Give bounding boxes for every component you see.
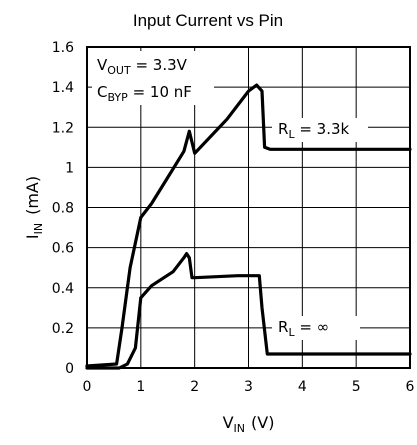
y-tick-label: 1.6 <box>52 40 74 56</box>
x-tick-label: 0 <box>83 379 92 395</box>
y-tick-label: 0 <box>65 361 74 377</box>
y-tick-label: 1 <box>65 160 74 176</box>
annotations: VOUT = 3.3V CBYP = 10 nF RL = 3.3k RL = … <box>92 51 368 340</box>
chart-title: Input Current vs Pin <box>133 11 283 30</box>
x-tick-label: 5 <box>352 379 361 395</box>
plot-frame <box>86 46 411 369</box>
x-tick-label: 4 <box>298 379 307 395</box>
series-label-background-3-3k <box>272 118 368 142</box>
x-tick-label: 3 <box>244 379 253 395</box>
series-label-background-infinity <box>272 316 360 340</box>
y-axis-label: IIN(mA) <box>23 176 45 239</box>
x-tick-label: 1 <box>136 379 145 395</box>
y-tick-label: 0.8 <box>52 201 74 217</box>
y-tick-label: 1.2 <box>52 120 74 136</box>
conditions-background <box>92 51 214 105</box>
x-axis-label: VIN (V) <box>223 413 275 435</box>
y-tick-label: 0.6 <box>52 241 74 257</box>
x-tick-label: 6 <box>406 379 415 395</box>
tick-labels: 0 1 2 3 4 5 6 0 0.2 0.4 0.6 0.8 1 1.2 1.4 1.6 <box>52 40 415 395</box>
condition-vout: VOUT = 3.3V <box>97 56 188 77</box>
condition-cbyp: CBYP = 10 nF <box>97 83 192 104</box>
series-line-1 <box>85 252 412 370</box>
y-tick-label: 1.4 <box>52 80 74 96</box>
x-tick-label: 2 <box>190 379 199 395</box>
series-line-0 <box>85 83 412 368</box>
series-layer <box>85 83 412 370</box>
y-tick-label: 0.2 <box>52 321 74 337</box>
y-tick-label: 0.4 <box>52 281 74 297</box>
series-label-rl-infinity: RL = ∞ <box>278 318 329 339</box>
series-label-rl-3-3k: RL = 3.3k <box>278 120 350 141</box>
